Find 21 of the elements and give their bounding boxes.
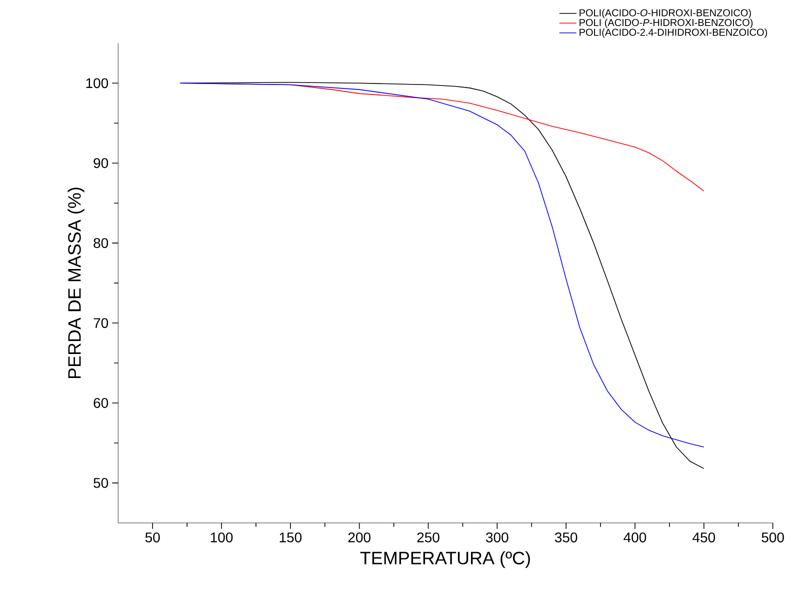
y-tick-label: 100 bbox=[86, 78, 108, 88]
y-tick-label: 70 bbox=[94, 318, 108, 328]
x-tick-label: 200 bbox=[348, 532, 370, 542]
y-axis-title: PERDA DE MASSA (%) bbox=[68, 188, 84, 378]
x-tick-label: 150 bbox=[280, 532, 302, 542]
x-tick-label: 100 bbox=[210, 532, 233, 542]
x-tick-label: 450 bbox=[692, 532, 716, 542]
x-axis-title: TEMPERATURA (ºC) bbox=[360, 551, 530, 568]
x-tick-label: 250 bbox=[417, 532, 440, 542]
y-tick-label: 60 bbox=[94, 398, 108, 408]
y-tick-label: 80 bbox=[94, 238, 108, 248]
legend-label: POLI(ACIDO-2.4-DIHIDROXI-BENZOICO) bbox=[580, 28, 768, 38]
y-tick-label: 90 bbox=[94, 158, 108, 168]
y-tick-label: 50 bbox=[94, 478, 108, 488]
x-tick-label: 400 bbox=[624, 532, 646, 542]
x-tick-label: 300 bbox=[486, 532, 508, 542]
x-tick-label: 350 bbox=[554, 532, 578, 542]
legend-label: POLI(ACIDO-O-HIDROXI-BENZOICO) bbox=[580, 8, 751, 18]
legend-label: POLI (ACIDO-P-HIDROXI-BENZOICO) bbox=[580, 18, 753, 28]
x-tick-label: 50 bbox=[145, 532, 160, 542]
x-tick-label: 500 bbox=[762, 532, 784, 542]
